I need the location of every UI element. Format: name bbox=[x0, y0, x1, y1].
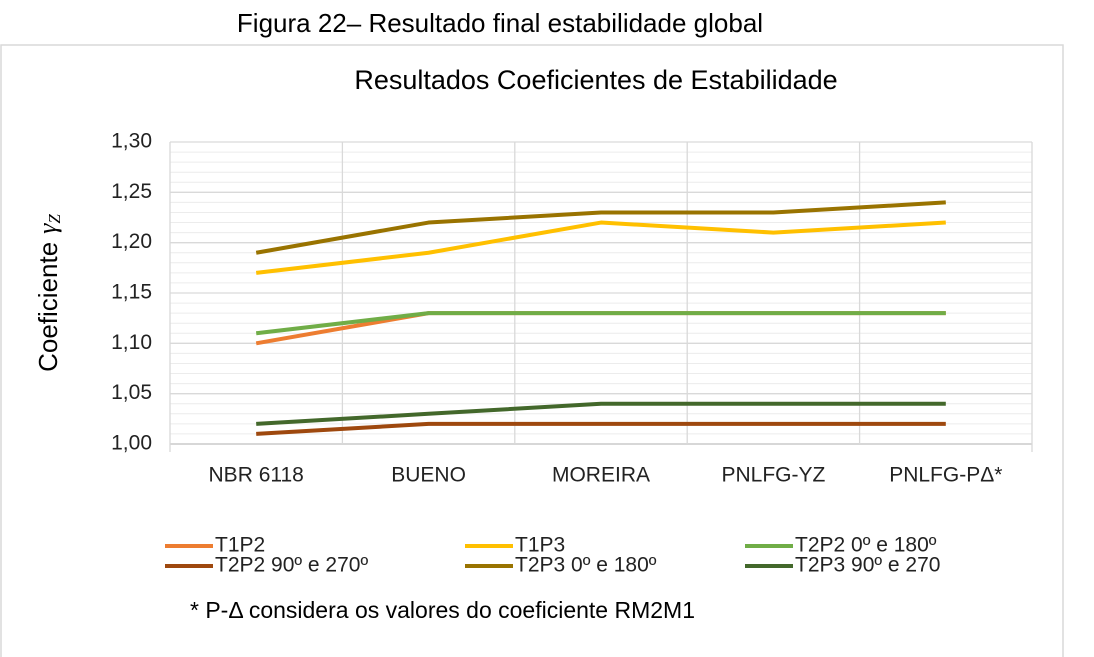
chart-frame bbox=[0, 44, 1064, 657]
legend-label: T2P3 0º e 180º bbox=[515, 554, 657, 577]
series-line bbox=[256, 421, 946, 436]
legend-label: T1P2 bbox=[215, 534, 265, 557]
y-tick-label: 1,05 bbox=[111, 381, 152, 404]
y-tick-label: 1,25 bbox=[111, 180, 152, 203]
y-tick-label: 1,20 bbox=[111, 230, 152, 253]
legend-label: T2P2 90º e 270º bbox=[215, 554, 368, 577]
y-tick-label: 1,10 bbox=[111, 331, 152, 354]
footnote: * P-Δ considera os valores do coeficient… bbox=[190, 597, 695, 623]
y-tick-label: 1,00 bbox=[111, 432, 152, 455]
y-label-symbol: γ bbox=[33, 223, 62, 234]
y-tick-label: 1,15 bbox=[111, 281, 152, 304]
figure-caption: Figura 22– Resultado final estabilidade … bbox=[237, 8, 763, 38]
x-tick-label: MOREIRA bbox=[552, 464, 650, 487]
legend-label: T2P2 0º e 180º bbox=[795, 534, 937, 557]
y-axis-label: Coeficiente γZ bbox=[33, 214, 64, 372]
y-label-subscript: Z bbox=[45, 214, 64, 224]
x-tick-label: NBR 6118 bbox=[209, 464, 304, 487]
x-tick-label: PNLFG-PΔ* bbox=[889, 464, 1002, 487]
chart-title: Resultados Coeficientes de Estabilidade bbox=[354, 65, 837, 95]
series-line bbox=[256, 401, 946, 426]
y-label-text: Coeficiente bbox=[33, 242, 63, 372]
series-line bbox=[255, 220, 946, 275]
x-tick-label: BUENO bbox=[391, 464, 466, 487]
legend-label: T2P3 90º e 270 bbox=[795, 554, 940, 577]
x-tick-label: PNLFG-YZ bbox=[721, 464, 825, 487]
series-line bbox=[255, 200, 946, 255]
legend-label: T1P3 bbox=[515, 534, 565, 557]
y-tick-label: 1,30 bbox=[111, 130, 152, 153]
series-line bbox=[255, 311, 946, 336]
